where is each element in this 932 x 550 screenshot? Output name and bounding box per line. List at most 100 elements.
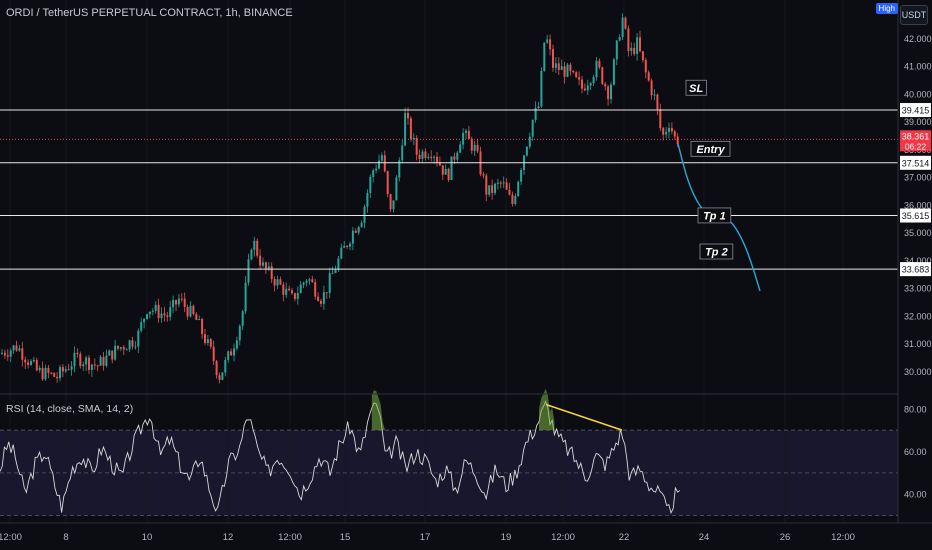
candle-body-104 [302, 282, 305, 285]
candle-body-199 [578, 77, 581, 80]
candle-body-181 [525, 146, 528, 156]
price-axis-bg [899, 0, 932, 394]
grid [9, 0, 844, 522]
candle-body-52 [151, 310, 154, 312]
candle-body-157 [456, 152, 459, 160]
candle-body-5 [15, 345, 18, 351]
candle-body-187 [543, 42, 546, 71]
candle-body-198 [575, 72, 578, 78]
price-tick-7: 37.000 [904, 173, 932, 183]
candle-body-220 [639, 37, 641, 52]
candle-body-168 [488, 185, 491, 195]
price-tick-3: 33.000 [904, 284, 932, 294]
candle-body-89 [259, 255, 262, 266]
candle-body-31 [90, 364, 93, 370]
candle-body-39 [114, 345, 117, 360]
candle-body-190 [552, 49, 554, 68]
candle-body-129 [375, 168, 378, 171]
rsi-overbought-1 [539, 388, 555, 431]
time-tick-0: 12:00 [0, 532, 22, 543]
candle-body-134 [389, 194, 392, 210]
level-label-bg-2 [900, 208, 931, 223]
candle-body-145 [421, 151, 424, 159]
candle-body-88 [256, 240, 259, 256]
candle-body-46 [134, 346, 137, 348]
candle-body-90 [262, 262, 264, 266]
rsi-tick-2: 80.00 [904, 404, 927, 414]
candle-body-133 [386, 171, 389, 195]
candle-body-137 [398, 160, 401, 178]
candle-body-138 [401, 145, 404, 161]
candle-body-72 [209, 339, 212, 347]
candle-body-60 [175, 300, 177, 305]
candle-body-203 [589, 83, 592, 86]
candle-body-127 [369, 176, 372, 194]
candle-body-112 [325, 292, 328, 294]
candle-body-85 [247, 259, 250, 283]
candle-body-155 [450, 156, 453, 180]
time-axis[interactable]: 12:00 8 10 12 12:00 15 17 19 12:00 22 24 26 12:00 [0, 522, 932, 543]
candle-body-113 [328, 273, 331, 293]
candle-body-156 [453, 156, 456, 160]
annotation-sl: SL [689, 83, 703, 95]
candle-body-29 [85, 357, 88, 365]
time-tick-1: 8 [63, 532, 68, 543]
level-label-0: 39.415 [902, 106, 930, 116]
candle-body-91 [264, 262, 267, 269]
candle-body-76 [221, 372, 224, 380]
candle-body-222 [644, 60, 647, 73]
candle-body-140 [407, 112, 409, 119]
candle-body-78 [227, 351, 230, 360]
trade-annotations[interactable]: SL Entry Tp 1 Tp 2 [685, 79, 734, 260]
candle-body-47 [137, 330, 140, 347]
candle-body-101 [293, 293, 296, 299]
candle-body-144 [418, 154, 421, 159]
candle-body-44 [128, 340, 131, 350]
candle-body-229 [665, 131, 668, 135]
candle-body-35 [102, 356, 105, 366]
time-tick-9: 22 [619, 532, 630, 543]
candle-body-17 [50, 372, 53, 374]
annotation-tp-2: Tp 2 [705, 247, 728, 259]
candle-body-170 [494, 183, 496, 193]
candle-body-126 [366, 193, 369, 207]
price-tick-6: 36.000 [904, 200, 932, 210]
rsi-axis[interactable]: 40.00 60.00 80.00 [904, 404, 927, 499]
candle-body-233 [676, 136, 679, 145]
candle-body-15 [44, 367, 47, 380]
candle-body-217 [630, 47, 633, 51]
price-tick-11: 41.000 [904, 62, 932, 72]
candle-body-176 [511, 194, 514, 204]
candle-body-13 [38, 367, 41, 371]
currency-button[interactable]: USDT [900, 5, 928, 25]
annotation-box-2 [697, 207, 732, 224]
candle-body-209 [607, 86, 610, 100]
candle-body-100 [291, 290, 293, 294]
level-label-2: 35.615 [902, 211, 930, 221]
candle-body-223 [647, 72, 650, 81]
rsi-indicator [0, 388, 898, 516]
candle-body-227 [659, 109, 662, 129]
candle-body-191 [554, 63, 557, 68]
candle-body-33 [96, 365, 99, 367]
price-tick-12: 42.000 [904, 34, 932, 44]
time-tick-11: 26 [780, 532, 791, 543]
price-axis[interactable]: 30.000 31.000 32.000 33.000 34.000 35.000 36.0… [899, 0, 932, 394]
rsi-overbought-0 [371, 390, 385, 431]
level-label-bg-3 [900, 262, 931, 277]
candle-body-0 [1, 352, 3, 354]
horizontal-levels[interactable] [0, 109, 898, 270]
candle-body-159 [462, 132, 465, 145]
candle-body-36 [105, 355, 108, 366]
candle-body-201 [583, 88, 586, 91]
candle-body-214 [621, 17, 624, 38]
candle-body-225 [653, 94, 656, 96]
candle-body-192 [557, 63, 560, 70]
candle-body-14 [41, 367, 44, 380]
candle-body-74 [215, 361, 218, 376]
price-tick-10: 40.000 [904, 89, 932, 99]
candle-body-211 [612, 59, 615, 85]
candle-body-23 [67, 369, 70, 371]
candle-body-195 [566, 64, 569, 77]
